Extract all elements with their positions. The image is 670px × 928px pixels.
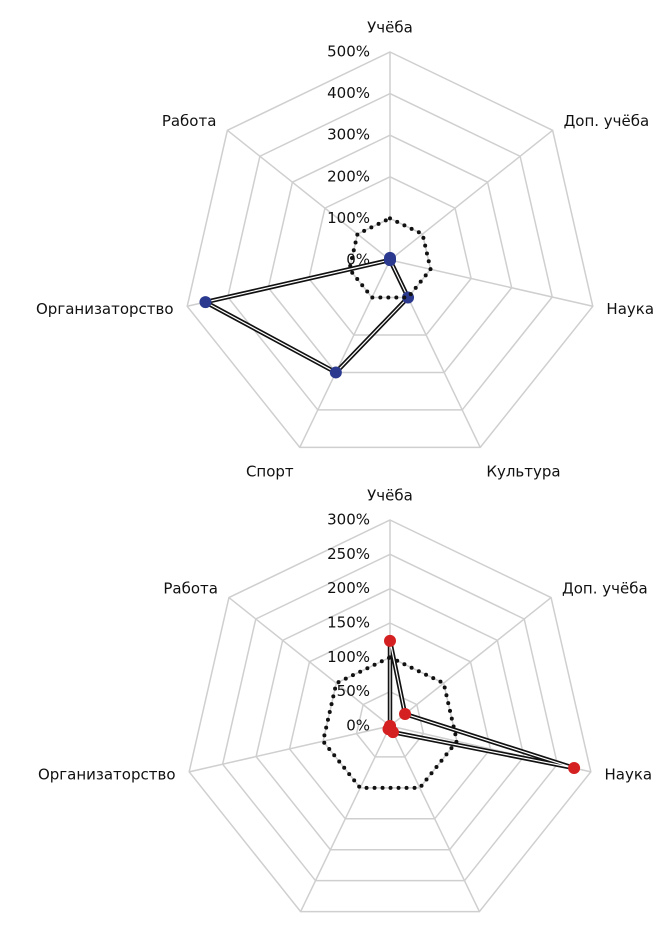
tick-label: 100% <box>327 648 370 666</box>
tick-label: 50% <box>337 682 370 700</box>
category-label: Культура <box>486 463 560 481</box>
grid-ring <box>255 587 525 851</box>
tick-label: 200% <box>327 167 370 185</box>
spoke <box>389 259 593 308</box>
spoke <box>389 596 552 727</box>
marker <box>329 366 342 379</box>
marker <box>384 254 396 266</box>
grid-ring <box>267 134 513 374</box>
tick-label: 0% <box>346 717 370 735</box>
category-label: Наука <box>604 765 652 783</box>
tick-label: 150% <box>327 614 370 632</box>
grid-ring <box>221 553 559 882</box>
spoke <box>389 725 481 912</box>
category-label: Работа <box>163 579 218 597</box>
category-label: Работа <box>162 112 217 130</box>
tick-label: 300% <box>327 126 370 144</box>
spoke <box>228 596 391 727</box>
spoke <box>389 129 554 261</box>
category-label: Спорт <box>247 927 295 928</box>
category-label: Культура <box>485 927 559 928</box>
category-label: Учёба <box>367 19 413 37</box>
spoke <box>188 725 391 773</box>
grid-ring <box>355 690 425 758</box>
spoke <box>299 259 391 448</box>
marker <box>384 720 396 732</box>
series-line <box>203 255 411 375</box>
grid-ring <box>186 51 594 449</box>
marker <box>199 296 212 309</box>
series-line <box>347 216 433 300</box>
tick-label: 100% <box>327 209 370 227</box>
grid-ring <box>188 519 592 913</box>
tick-label: 200% <box>327 579 370 597</box>
series-line <box>320 655 460 790</box>
grid-ring <box>288 622 492 820</box>
grid-ring <box>308 175 472 336</box>
tick-label: 400% <box>327 84 370 102</box>
tick-label: 500% <box>327 43 370 61</box>
category-label: Спорт <box>246 463 294 481</box>
marker <box>568 762 581 775</box>
category-label: Доп. учёба <box>564 112 650 130</box>
tick-label: 250% <box>327 545 370 563</box>
category-label: Организаторство <box>36 300 174 318</box>
spoke <box>299 725 391 912</box>
category-label: Организаторство <box>38 765 176 783</box>
tick-label: 300% <box>327 511 370 529</box>
category-label: Доп. учёба <box>562 579 648 597</box>
category-label: Учёба <box>367 487 413 505</box>
category-label: Наука <box>606 300 654 318</box>
spoke <box>226 129 391 261</box>
marker <box>399 708 412 721</box>
grid-ring <box>226 92 554 411</box>
marker <box>384 634 396 647</box>
